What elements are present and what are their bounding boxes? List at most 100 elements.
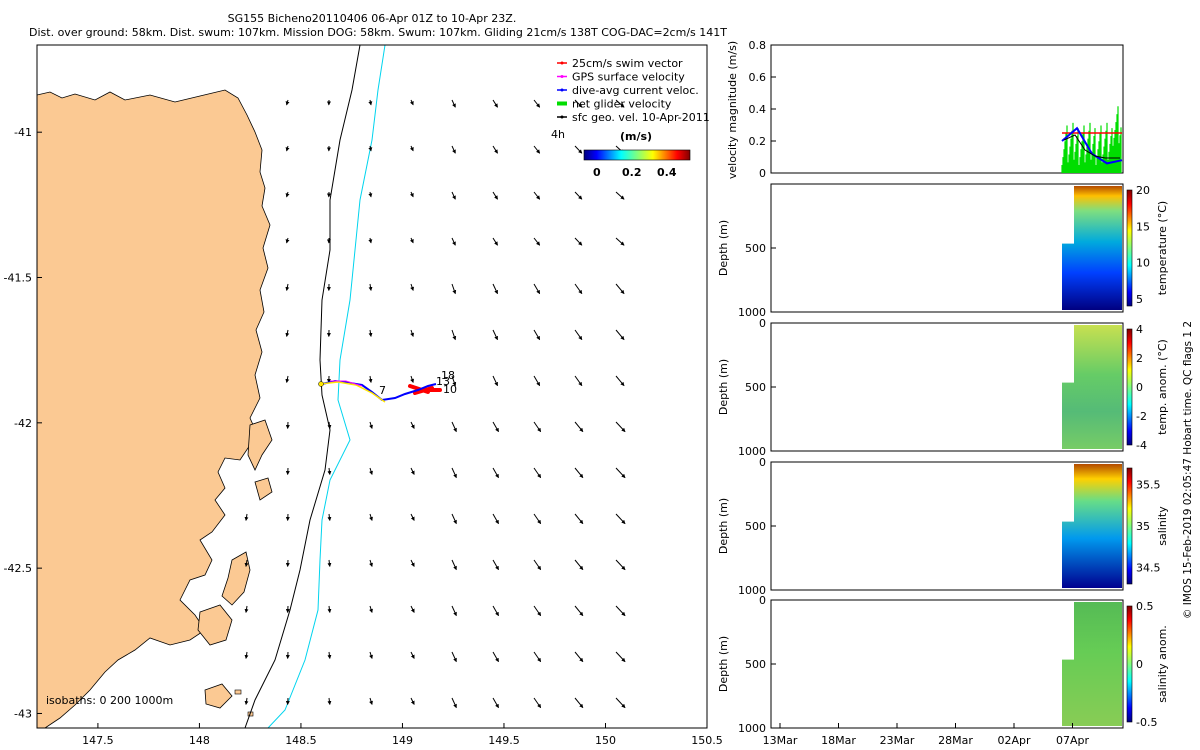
velocity-arrow	[492, 145, 498, 154]
velocity-arrow	[533, 375, 541, 387]
velocity-arrow	[451, 651, 457, 663]
time-axis: 13Mar 18Mar 23Mar 28Mar 02Apr 07Apr	[763, 723, 1089, 747]
colorbar-tick-label: -0.5	[1136, 716, 1157, 729]
velocity-arrow	[615, 191, 625, 200]
colorbar-tick-label: 5	[1136, 293, 1143, 306]
velocity-arrow	[410, 329, 414, 338]
section-y-tick-label: 1000	[738, 584, 766, 597]
velocity-arrow	[574, 559, 584, 571]
velocity-arrow	[574, 421, 584, 433]
velocity-arrow	[574, 375, 583, 387]
velocity-arrow	[533, 329, 541, 341]
section-panel: 0 500 1000 Depth (m) 4 2 0 -2 -4 temp. anom. (°C)	[717, 317, 1169, 458]
isobath-200m	[244, 45, 361, 728]
legend-label: net glider velocity	[572, 98, 672, 111]
velocity-arrow	[327, 513, 332, 522]
velocity-y-tick-label: 0.8	[749, 39, 767, 52]
velocity-arrow	[492, 513, 499, 525]
velocity-arrow	[492, 651, 499, 663]
velocity-arrow	[575, 744, 583, 750]
legend-marker	[560, 115, 564, 119]
section-y-tick-label: 500	[745, 658, 766, 671]
colorbar-tick-label: 0.5	[1136, 600, 1154, 613]
map-x-tick-label: 149	[392, 734, 413, 747]
legend-marker	[560, 102, 564, 105]
legend-label: 25cm/s swim vector	[572, 57, 683, 70]
velocity-arrow	[574, 99, 583, 108]
section-y-tick-label: 1000	[738, 306, 766, 319]
velocity-series-line	[1063, 134, 1120, 159]
map-x-tick-label: 148.5	[285, 734, 317, 747]
colorbar-tick: 0	[593, 166, 601, 179]
velocity-arrow	[451, 145, 456, 154]
figure-title-line1: SG155 Bicheno20110406 06-Apr 01Z to 10-A…	[228, 12, 517, 25]
velocity-arrow	[409, 237, 414, 244]
velocity-arrow	[533, 191, 541, 200]
time-tick-label: 13Mar	[763, 734, 798, 747]
dive-label: 10	[443, 383, 457, 396]
dive-label: 7	[379, 384, 386, 397]
velocity-arrow	[492, 605, 499, 617]
velocity-arrow	[574, 145, 583, 154]
velocity-arrow	[451, 375, 457, 387]
legend-marker	[560, 88, 564, 92]
colorbar-unit: (m/s)	[620, 130, 652, 143]
velocity-arrow	[409, 191, 414, 198]
section-panel: 0 500 1000 Depth (m) 35.5 35 34.5 salinity	[717, 456, 1169, 597]
velocity-arrow	[285, 145, 290, 152]
isobath-label: isobaths: 0 200 1000m	[46, 694, 173, 707]
section-y-tick-label: 500	[745, 242, 766, 255]
map-y-tick-label: -42	[14, 417, 32, 430]
velocity-arrow	[533, 237, 541, 246]
colorbar-tick-label: 20	[1136, 184, 1150, 197]
velocity-arrow	[368, 191, 373, 198]
velocity-arrow	[368, 145, 373, 152]
velocity-arrow	[369, 467, 373, 476]
velocity-arrow	[615, 559, 626, 571]
map-y-tick-label: -41.5	[4, 272, 32, 285]
section-panel: 500 1000 Depth (m) 20 15 10 5 temperature (°C)	[717, 183, 1169, 319]
colorbar-tick-label: 0	[1136, 658, 1143, 671]
legend-marker	[560, 75, 564, 78]
colorbar-tick-label: -4	[1136, 439, 1147, 452]
velocity-arrow	[533, 559, 542, 571]
glider-track: 7 10 13 18	[318, 369, 457, 403]
velocity-arrow	[574, 467, 584, 479]
velocity-arrow	[327, 421, 332, 430]
section-colorbar	[1126, 328, 1133, 446]
velocity-arrow	[368, 329, 373, 338]
velocity-arrow	[244, 559, 249, 568]
legend-marker	[560, 61, 564, 65]
section-y-tick-label: 500	[745, 520, 766, 533]
velocity-arrow	[492, 697, 499, 709]
velocity-arrow	[615, 283, 625, 295]
map-x-tick-label: 147.5	[82, 734, 114, 747]
velocity-arrow	[574, 191, 583, 200]
velocity-arrow	[616, 744, 625, 750]
map-x-tick-label: 148	[189, 734, 210, 747]
velocity-arrow	[409, 99, 414, 106]
velocity-arrow	[285, 237, 290, 244]
velocity-arrow	[285, 283, 290, 292]
section-gap	[1062, 325, 1074, 383]
velocity-arrow	[327, 605, 332, 614]
map-axis-ticks: 147.5 148 148.5 149 149.5 150 150.5 -41 -41.5 -42…	[4, 126, 723, 747]
section-ylabel: Depth (m)	[717, 498, 730, 554]
section-ylabel: Depth (m)	[717, 359, 730, 415]
velocity-arrow	[410, 559, 415, 567]
section-y-tick-label: 0	[759, 594, 766, 607]
section-y-tick-label: 1000	[738, 722, 766, 735]
section-colorbar	[1126, 605, 1133, 723]
map-y-tick-label: -41	[14, 126, 32, 139]
map-y-tick-label: -42.5	[4, 562, 32, 575]
velocity-arrow	[369, 513, 373, 522]
schouten-island	[254, 477, 273, 501]
legend-label: sfc geo. vel. 10-Apr-2011	[572, 111, 710, 124]
section-y-tick-label: 1000	[738, 445, 766, 458]
velocity-arrow	[615, 421, 626, 433]
velocity-arrow	[244, 697, 249, 706]
velocity-arrow	[615, 605, 626, 617]
velocity-arrow	[574, 283, 583, 295]
